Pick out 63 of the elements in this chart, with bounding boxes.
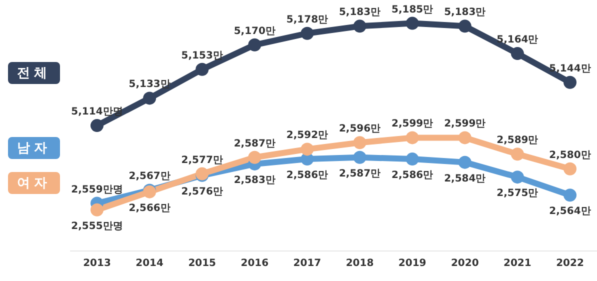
- point: [406, 16, 419, 30]
- data-label: 2,580만: [549, 150, 591, 161]
- x-tick-label: 2021: [504, 258, 532, 270]
- point: [510, 148, 524, 161]
- x-tick-label: 2015: [188, 258, 216, 270]
- point: [406, 131, 419, 144]
- point: [196, 62, 209, 76]
- data-label: 2,587만: [234, 138, 276, 150]
- data-label: 2,599만: [392, 118, 434, 130]
- point: [353, 136, 366, 150]
- x-tick-label: 2017: [293, 258, 322, 270]
- data-label: 2,566만: [128, 202, 170, 214]
- data-label: 2,596만: [338, 124, 381, 135]
- point: [458, 156, 472, 169]
- data-label: 5,183만: [444, 7, 486, 18]
- point: [353, 150, 366, 164]
- data-label: 5,164만: [496, 34, 538, 46]
- data-label: 2,586만: [286, 170, 328, 182]
- point: [564, 76, 576, 89]
- point: [458, 20, 472, 33]
- point: [300, 142, 314, 156]
- x-tick-label: 2020: [450, 258, 479, 270]
- point: [353, 20, 366, 33]
- data-label: 2,564만: [549, 206, 591, 218]
- data-label: 2,559만명: [71, 184, 123, 196]
- point: [406, 152, 419, 166]
- x-tick-label: 2016: [240, 258, 269, 270]
- x-tick-label: 2014: [136, 258, 164, 270]
- data-label: 5,183만: [338, 7, 381, 18]
- data-label: 2,583만: [234, 174, 276, 186]
- data-label: 2,592만: [286, 130, 328, 142]
- point: [143, 92, 156, 105]
- text: 남자: [8, 137, 60, 159]
- data-label: 2,584만: [444, 173, 486, 184]
- point: [300, 26, 314, 40]
- point: [248, 38, 262, 52]
- point: [510, 170, 524, 184]
- point: [564, 188, 576, 202]
- data-label: 2,576만: [181, 186, 223, 198]
- data-label: 2,567만: [128, 171, 170, 182]
- text: 여자: [8, 172, 60, 194]
- data-label: 5,178만: [286, 14, 328, 26]
- data-label: 2,586만: [392, 170, 434, 182]
- data-label: 2,555만명: [71, 220, 123, 232]
- data-label: 2,599만: [444, 118, 486, 130]
- point: [458, 131, 472, 144]
- point: [90, 119, 104, 132]
- x-tick-label: 2022: [556, 258, 584, 270]
- x-tick-label: 2018: [346, 258, 374, 270]
- data-label: 5,185만: [392, 4, 434, 16]
- text: 전체: [8, 62, 60, 84]
- point: [248, 150, 262, 164]
- data-label: 5,153만: [181, 50, 223, 62]
- x-tick-label: 2013: [83, 258, 111, 270]
- point: [90, 203, 104, 216]
- data-label: 5,170만: [234, 26, 276, 37]
- data-label: 2,587만: [338, 168, 381, 180]
- point: [510, 47, 524, 60]
- data-label: 2,575만: [496, 188, 538, 200]
- data-label: 2,589만: [496, 135, 538, 146]
- x-tick-label: 2019: [398, 258, 426, 270]
- data-label: 2,577만: [181, 154, 223, 166]
- point: [564, 162, 576, 176]
